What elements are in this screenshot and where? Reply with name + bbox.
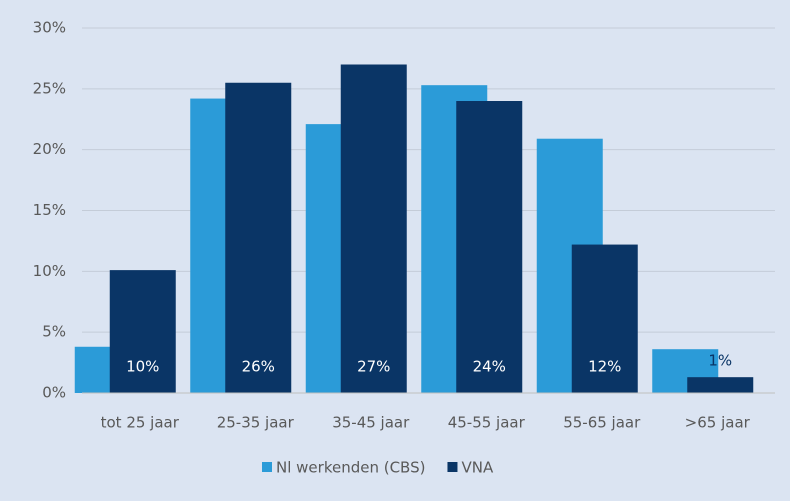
data-label: 10% — [126, 358, 159, 376]
x-tick-label: 25-35 jaar — [217, 414, 295, 432]
x-tick-label: 35-45 jaar — [332, 414, 410, 432]
data-label: 26% — [242, 358, 275, 376]
legend-label: Nl werkenden (CBS) — [276, 459, 425, 477]
data-label: 24% — [473, 358, 506, 376]
x-tick-label: 45-55 jaar — [448, 414, 526, 432]
bar — [687, 377, 754, 393]
data-label: 12% — [588, 358, 621, 376]
bar — [340, 64, 407, 393]
y-tick-label: 0% — [42, 384, 66, 402]
data-label: 27% — [357, 358, 390, 376]
x-tick-label: >65 jaar — [685, 414, 751, 432]
bar — [225, 82, 292, 393]
y-tick-label: 25% — [33, 79, 66, 97]
bar — [456, 101, 523, 393]
legend-swatch — [262, 462, 272, 472]
y-tick-label: 10% — [33, 262, 66, 280]
y-tick-label: 30% — [33, 19, 66, 37]
y-tick-label: 20% — [33, 140, 66, 158]
bar — [109, 270, 176, 393]
x-tick-label: tot 25 jaar — [101, 414, 180, 432]
bar — [571, 244, 638, 393]
x-tick-label: 55-65 jaar — [563, 414, 641, 432]
legend-label: VNA — [461, 459, 493, 477]
legend-swatch — [447, 462, 458, 472]
y-tick-label: 5% — [42, 323, 66, 341]
y-tick-label: 15% — [33, 201, 66, 219]
data-label: 1% — [708, 352, 732, 370]
